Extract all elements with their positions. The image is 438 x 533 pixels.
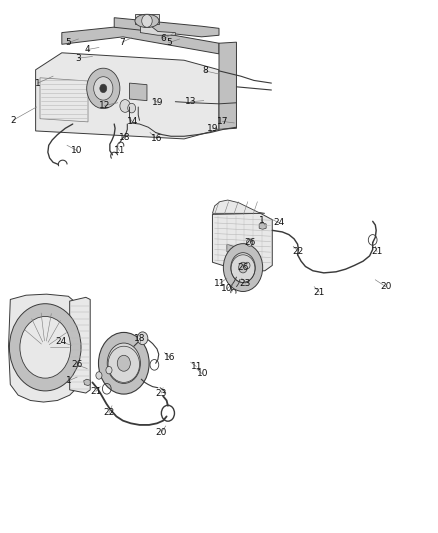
- Circle shape: [100, 84, 107, 93]
- Text: 24: 24: [274, 219, 285, 228]
- Circle shape: [94, 77, 113, 100]
- Circle shape: [96, 372, 102, 379]
- Circle shape: [247, 239, 253, 246]
- Text: 5: 5: [66, 38, 71, 47]
- Circle shape: [128, 103, 136, 113]
- Text: 11: 11: [114, 146, 125, 155]
- Circle shape: [87, 68, 120, 109]
- Text: 18: 18: [134, 334, 145, 343]
- Text: 10: 10: [71, 146, 83, 155]
- Text: 20: 20: [155, 428, 167, 437]
- Polygon shape: [40, 78, 88, 122]
- Text: 1: 1: [259, 216, 265, 225]
- Text: 4: 4: [85, 45, 90, 54]
- Text: 22: 22: [293, 247, 304, 256]
- Text: 21: 21: [314, 287, 325, 296]
- Text: 20: 20: [380, 282, 392, 291]
- Polygon shape: [130, 83, 147, 101]
- Text: 21: 21: [90, 387, 102, 396]
- Text: 13: 13: [185, 97, 196, 106]
- Polygon shape: [70, 297, 90, 393]
- Circle shape: [20, 317, 71, 378]
- Polygon shape: [103, 348, 111, 362]
- Circle shape: [138, 332, 148, 345]
- Text: 19: 19: [207, 124, 218, 133]
- Text: 21: 21: [371, 247, 383, 256]
- Polygon shape: [114, 18, 219, 37]
- Circle shape: [245, 262, 250, 269]
- Ellipse shape: [135, 14, 159, 28]
- Text: 1: 1: [35, 78, 41, 87]
- Circle shape: [239, 262, 247, 273]
- Text: 26: 26: [71, 360, 83, 369]
- Text: 23: 23: [240, 279, 251, 288]
- Polygon shape: [9, 294, 81, 402]
- Text: 3: 3: [75, 54, 81, 62]
- Polygon shape: [135, 14, 159, 24]
- Text: 11: 11: [191, 362, 202, 371]
- Circle shape: [10, 304, 81, 391]
- Text: 7: 7: [119, 38, 125, 47]
- Polygon shape: [259, 223, 266, 229]
- Polygon shape: [212, 200, 265, 213]
- Text: 17: 17: [217, 117, 228, 126]
- Circle shape: [106, 367, 112, 374]
- Polygon shape: [212, 213, 272, 272]
- Text: 2: 2: [10, 116, 16, 125]
- Text: 10: 10: [197, 369, 208, 378]
- Text: 26: 26: [245, 238, 256, 247]
- Text: 8: 8: [202, 67, 208, 75]
- Text: 26: 26: [237, 263, 249, 272]
- Circle shape: [223, 244, 263, 292]
- Text: 5: 5: [166, 38, 172, 47]
- Text: 11: 11: [214, 279, 226, 288]
- Circle shape: [107, 343, 141, 383]
- Text: 23: 23: [155, 389, 167, 398]
- Circle shape: [120, 100, 131, 112]
- Circle shape: [99, 333, 149, 394]
- Polygon shape: [219, 42, 237, 130]
- Polygon shape: [62, 26, 219, 54]
- Polygon shape: [141, 18, 175, 35]
- Circle shape: [117, 356, 131, 371]
- Text: 10: 10: [221, 284, 233, 293]
- Circle shape: [142, 14, 152, 27]
- Text: 24: 24: [55, 337, 67, 346]
- Text: 12: 12: [99, 101, 110, 110]
- Text: 18: 18: [120, 133, 131, 142]
- Text: 16: 16: [164, 353, 176, 362]
- Text: 19: 19: [152, 98, 164, 107]
- Text: 6: 6: [160, 35, 166, 44]
- Text: 1: 1: [66, 376, 71, 385]
- Text: 22: 22: [103, 408, 115, 417]
- Polygon shape: [84, 379, 90, 385]
- Circle shape: [231, 253, 255, 282]
- Text: 16: 16: [151, 134, 163, 143]
- Polygon shape: [35, 53, 219, 139]
- Text: 14: 14: [127, 117, 138, 126]
- Polygon shape: [227, 244, 239, 255]
